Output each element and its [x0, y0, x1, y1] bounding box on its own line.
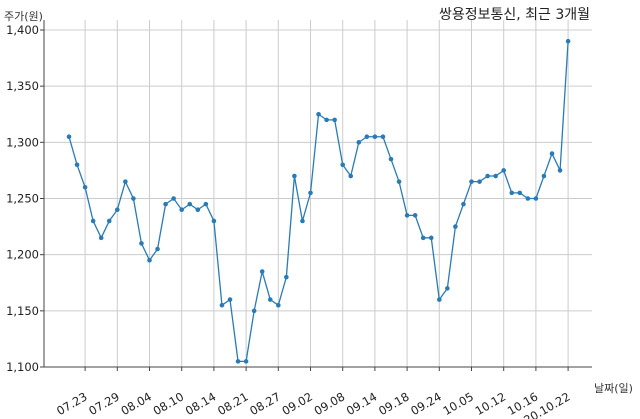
- x-tick-label: 09.08: [312, 389, 348, 418]
- data-point: [123, 179, 128, 184]
- data-point: [388, 156, 394, 162]
- data-point: [284, 274, 289, 280]
- data-point: [171, 196, 176, 201]
- data-point: [74, 162, 80, 168]
- data-point: [372, 134, 378, 140]
- data-point: [380, 134, 386, 140]
- x-tick-label: 08.14: [183, 389, 219, 418]
- x-tick-label: 10.12: [473, 389, 509, 418]
- data-point: [211, 218, 217, 224]
- data-point: [340, 162, 346, 168]
- data-point: [533, 196, 539, 201]
- data-point: [90, 218, 96, 224]
- x-tick-label: 08.21: [215, 389, 251, 418]
- chart-title: 쌍용정보통신, 최근 3개월: [438, 7, 590, 23]
- x-tick-label: 09.14: [344, 389, 380, 418]
- data-point: [106, 218, 112, 224]
- data-point: [404, 213, 410, 218]
- data-point: [308, 190, 313, 196]
- data-point: [469, 179, 474, 184]
- data-point: [267, 297, 273, 302]
- data-point: [493, 173, 498, 179]
- axes: [40, 20, 592, 371]
- x-tick-label: 09.18: [376, 389, 412, 418]
- data-point: [557, 168, 563, 173]
- y-tick-label: 1,300: [6, 135, 39, 149]
- y-tick-label: 1,100: [6, 360, 39, 374]
- series-points: [66, 38, 571, 364]
- data-point: [82, 184, 88, 190]
- x-tick-label: 08.04: [118, 389, 154, 418]
- data-point: [251, 308, 257, 314]
- data-point: [259, 269, 265, 274]
- data-point: [66, 134, 72, 140]
- data-point: [461, 201, 466, 207]
- data-point: [565, 38, 571, 44]
- data-point: [501, 168, 507, 173]
- x-axis-label: 날짜(일): [594, 382, 633, 395]
- data-point: [243, 359, 249, 364]
- y-tick-labels: 1,100 1,150 1,200 1,250 1,300 1,350 1,400: [6, 23, 39, 374]
- x-tick-label: 08.10: [151, 389, 187, 418]
- data-point: [364, 134, 370, 140]
- data-point: [477, 179, 482, 184]
- x-tick-label: 10.05: [440, 389, 476, 418]
- x-tick-label: 09.02: [279, 389, 315, 418]
- data-point: [324, 117, 329, 123]
- data-point: [179, 207, 184, 213]
- data-point: [300, 218, 305, 224]
- series-line: [68, 41, 569, 363]
- data-point: [517, 190, 523, 196]
- y-tick-label: 1,350: [6, 79, 39, 93]
- x-tick-labels: 07.2307.2908.0408.1008.1408.2108.2709.02…: [54, 389, 573, 419]
- data-point: [396, 179, 402, 184]
- data-point: [412, 213, 418, 218]
- y-axis-label: 주가(원): [4, 10, 43, 23]
- data-point: [485, 173, 490, 179]
- y-tick-label: 1,150: [6, 304, 39, 318]
- y-tick-label: 1,400: [6, 23, 39, 37]
- data-point: [420, 235, 426, 241]
- grid-lines: [44, 20, 592, 368]
- data-point: [155, 246, 160, 252]
- data-point: [98, 235, 104, 241]
- x-tick-label: 08.27: [247, 389, 283, 418]
- data-point: [348, 173, 354, 179]
- data-point: [131, 196, 136, 201]
- data-point: [219, 302, 225, 308]
- data-point: [292, 173, 297, 179]
- y-tick-label: 1,200: [6, 248, 39, 262]
- data-point: [525, 196, 531, 201]
- data-point: [428, 235, 434, 241]
- data-point: [437, 297, 442, 302]
- data-point: [541, 173, 547, 179]
- data-point: [139, 241, 144, 246]
- data-point: [115, 207, 120, 213]
- data-point: [227, 297, 233, 302]
- y-tick-label: 1,250: [6, 192, 39, 206]
- x-tick-label: 07.23: [54, 389, 90, 418]
- data-point: [147, 257, 152, 263]
- data-point: [356, 140, 362, 145]
- data-point: [203, 201, 209, 207]
- data-point: [276, 302, 281, 308]
- x-tick-label: 07.29: [86, 389, 122, 418]
- data-point: [163, 201, 168, 207]
- data-point: [235, 359, 241, 364]
- data-point: [549, 151, 555, 156]
- data-point: [316, 111, 321, 117]
- data-point: [509, 190, 515, 196]
- data-point: [445, 286, 450, 291]
- data-point: [332, 117, 337, 123]
- data-point: [187, 201, 193, 207]
- data-point: [453, 224, 458, 229]
- x-tick-label: 09.24: [408, 389, 444, 418]
- data-point: [195, 207, 201, 213]
